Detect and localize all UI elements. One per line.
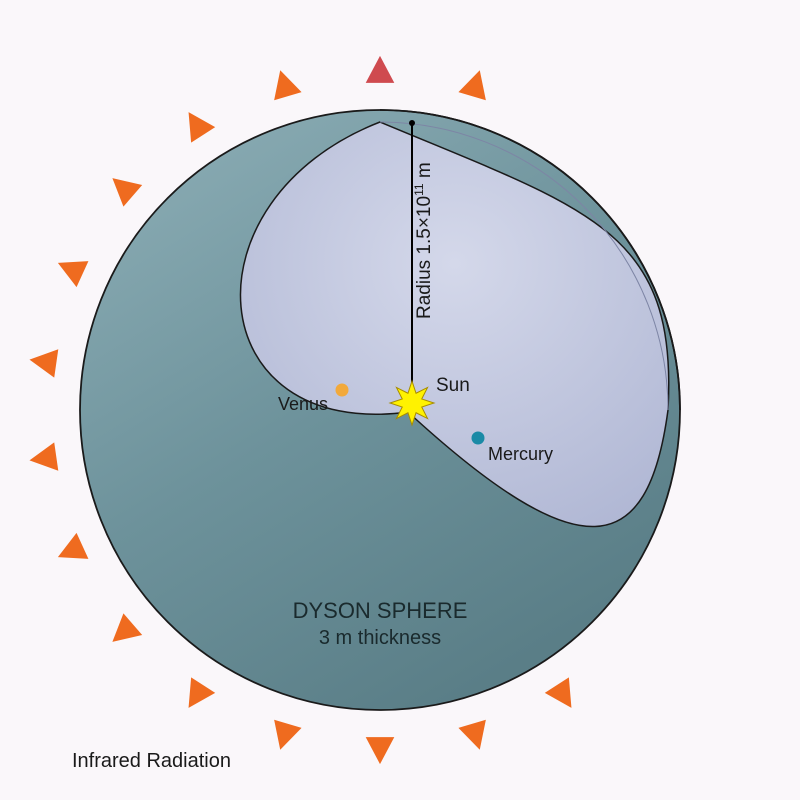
planet-label-mercury: Mercury — [488, 444, 553, 464]
infrared-caption: Infrared Radiation — [72, 750, 231, 773]
dyson-sphere-diagram: Radius 1.5×1011 mSunVenusMercuryDYSON SP… — [0, 0, 800, 800]
planet-label-venus: Venus — [278, 394, 328, 414]
sphere-subtitle: 3 m thickness — [319, 627, 441, 649]
planet-venus — [336, 384, 349, 397]
sphere-title: DYSON SPHERE — [293, 598, 468, 623]
planet-mercury — [472, 432, 485, 445]
sun-label: Sun — [436, 375, 470, 396]
sun-icon — [390, 381, 434, 425]
